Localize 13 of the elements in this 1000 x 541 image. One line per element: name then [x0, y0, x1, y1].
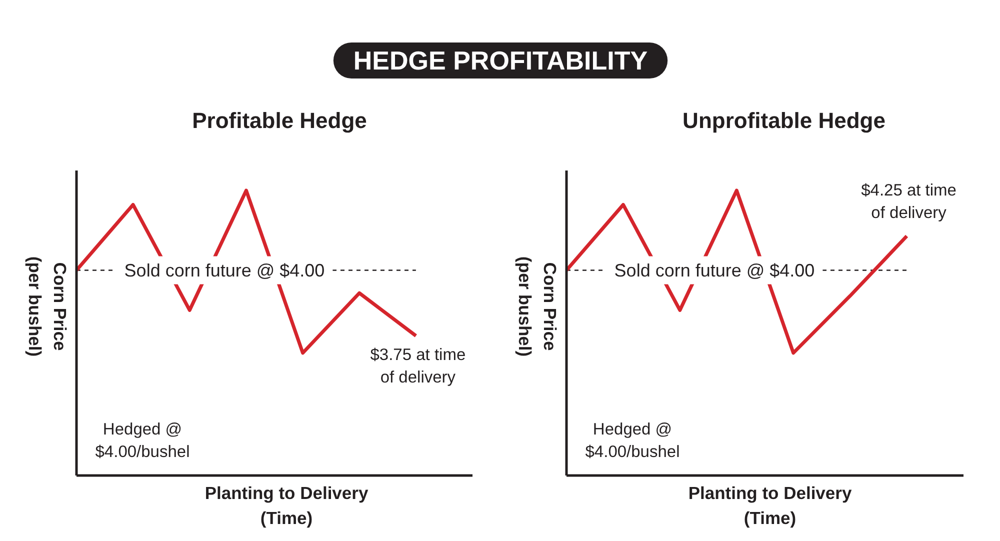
y-axis-title: Corn Price (per bushel): [25, 256, 70, 357]
chart-subtitle: Profitable Hedge: [192, 108, 367, 133]
annotation: $3.75 at time of delivery: [370, 346, 466, 386]
x-axis-title: Planting to Delivery (Time): [204, 483, 368, 528]
ref-line-label: Sold corn future @ $4.00: [124, 260, 325, 280]
ref-line-label: Sold corn future @ $4.00: [614, 260, 815, 280]
annotation: Hedged @ $4.00/bushel: [585, 420, 680, 461]
annotation: $4.25 at time of delivery: [861, 182, 956, 222]
chart-subtitle: Unprofitable Hedge: [682, 108, 886, 133]
x-axis-title: Planting to Delivery (Time): [688, 483, 852, 528]
annotation: Hedged @ $4.00/bushel: [95, 420, 190, 461]
text: HEDGE PROFITABILITY: [353, 46, 648, 76]
y-axis-title: Corn Price (per bushel): [515, 256, 560, 357]
